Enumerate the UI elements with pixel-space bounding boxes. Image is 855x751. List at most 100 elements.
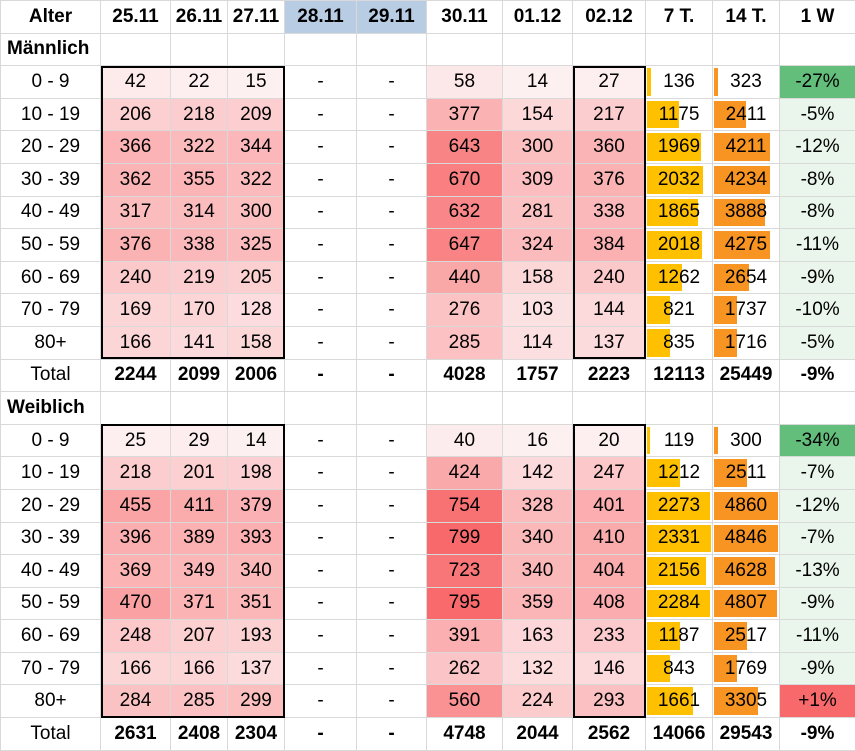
day-value-cell: 362 [100,162,171,197]
table-row: 30 - 39 362 355 322- -670 309 376 2032 4234 -8% [0,162,855,197]
day-value-cell: 166 [170,651,228,686]
day-value-cell: 647 [426,228,503,262]
day-value-cell: 2562 [572,717,646,751]
fourteen-day-sum: 1716 [724,331,768,353]
fourteen-day-sum: 323 [730,70,762,92]
day-value-cell: - [284,684,357,719]
week-change-cell: -8% [779,162,855,197]
empty-cell [170,391,228,425]
age-group-cell: 40 - 49 [0,195,101,230]
fourteen-day-sum: 2511 [725,462,767,484]
seven-day-sum-cell: 2331 [645,521,713,556]
seven-day-sum: 1212 [657,462,701,484]
day-value-cell: 299 [227,684,285,719]
seven-day-sum-cell: 2273 [645,488,713,523]
seven-day-bar [647,231,703,259]
fourteen-day-bar [714,100,746,129]
table-row: 60 - 69 240 219 205- -440 158 240 1262 2654 -9% [0,260,855,295]
section-row: Weiblich [0,391,855,425]
age-group-cell: 10 - 19 [0,456,101,490]
day-value-cell: 158 [227,325,285,360]
header-cell: 02.12 [572,0,646,34]
day-value-cell: - [356,260,427,295]
day-value-cell: - [356,358,427,393]
fourteen-day-bar [714,231,771,259]
age-group-cell: 60 - 69 [0,619,101,653]
seven-day-bar [647,198,699,227]
day-value-cell: 22 [170,65,228,99]
table-row: 80+ 166 141 158- -285 114 137 835 1716 -5% [0,325,855,360]
day-value-cell: 137 [227,651,285,686]
day-value-cell: - [284,554,357,588]
empty-cell [502,32,573,67]
seven-day-bar [647,459,681,487]
day-value-cell: - [356,717,427,751]
day-value-cell: 309 [502,162,573,197]
day-value-cell: - [284,717,357,751]
empty-cell [572,391,646,425]
fourteen-day-sum-cell: 323 [712,65,780,99]
seven-day-sum: 2156 [657,559,701,581]
day-value-cell: 14 [227,423,285,458]
fourteen-day-bar [714,687,758,716]
day-value-cell: 632 [426,195,503,230]
age-group-cell: 70 - 79 [0,293,101,327]
empty-cell [712,391,780,425]
fourteen-day-bar [714,198,766,227]
day-value-cell: 340 [502,554,573,588]
header-cell: 14 T. [712,0,780,34]
table-row: 40 - 49 317 314 300- -632 281 338 1865 3888 -8% [0,195,855,230]
seven-day-sum-cell: 14066 [645,717,713,751]
week-change-cell: +1% [779,684,855,719]
day-value-cell: 351 [227,586,285,621]
week-change-cell: -5% [779,325,855,360]
seven-day-sum-cell: 2018 [645,228,713,262]
fourteen-day-bar [714,165,770,194]
fourteen-day-sum: 3888 [724,201,768,223]
day-value-cell: 141 [170,325,228,360]
fourteen-day-sum-cell: 300 [712,423,780,458]
empty-cell [426,32,503,67]
empty-cell [779,32,855,67]
header-cell: 27.11 [227,0,285,34]
day-value-cell: 723 [426,554,503,588]
day-value-cell: - [356,130,427,164]
header-cell: 1 W [779,0,855,34]
fourteen-day-sum-cell: 4275 [712,228,780,262]
fourteen-day-sum-cell: 1716 [712,325,780,360]
seven-day-sum: 12113 [653,364,705,386]
day-value-cell: 344 [227,130,285,164]
seven-day-sum: 1865 [657,201,701,223]
day-value-cell: 670 [426,162,503,197]
seven-day-bar [647,328,670,357]
seven-day-sum-cell: 1187 [645,619,713,653]
day-value-cell: - [284,358,357,393]
age-group-cell: 0 - 9 [0,65,101,99]
week-change-cell: -9% [779,717,855,751]
day-value-cell: - [284,162,357,197]
week-change-cell: -9% [779,260,855,295]
table-row: 0 - 9 42 22 15- -58 14 27 136 323 -27% [0,65,855,99]
empty-cell [779,391,855,425]
day-value-cell: - [284,456,357,490]
fourteen-day-sum: 4628 [724,559,768,581]
age-group-cell: 0 - 9 [0,423,101,458]
fourteen-day-bar [714,524,778,553]
day-value-cell: 4748 [426,717,503,751]
day-value-cell: 114 [502,325,573,360]
table-row: 60 - 69 248 207 193- -391 163 233 1187 2517 -11% [0,619,855,653]
day-value-cell: 15 [227,65,285,99]
fourteen-day-sum-cell: 3888 [712,195,780,230]
seven-day-bar [647,133,702,161]
fourteen-day-sum-cell: 4628 [712,554,780,588]
seven-day-sum-cell: 119 [645,423,713,458]
day-value-cell: 25 [100,423,171,458]
day-value-cell: 376 [100,228,171,262]
day-value-cell: 163 [502,619,573,653]
seven-day-sum-cell: 136 [645,65,713,99]
fourteen-day-sum: 2411 [725,103,767,125]
day-value-cell: 369 [100,554,171,588]
fourteen-day-sum-cell: 2654 [712,260,780,295]
seven-day-sum-cell: 2032 [645,162,713,197]
fourteen-day-sum: 4807 [724,592,768,614]
